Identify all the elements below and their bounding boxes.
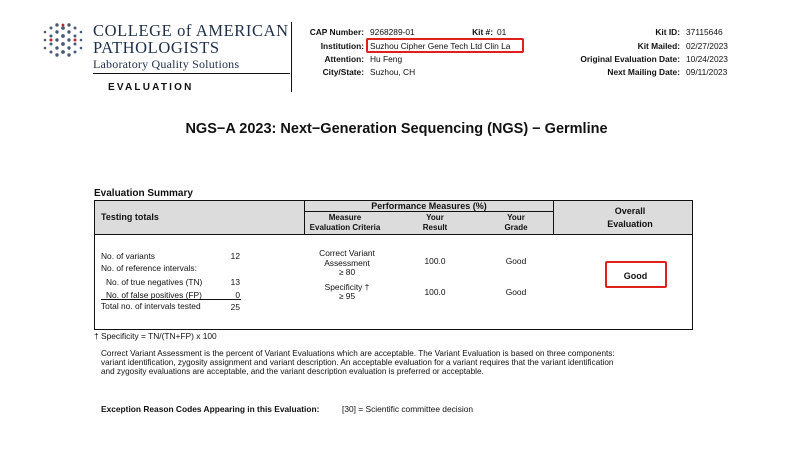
kit-value: 01 bbox=[497, 27, 507, 37]
institution-value: Suzhou Cipher Gene Tech Ltd Clin La bbox=[370, 41, 511, 51]
overall-header-1: Overall bbox=[614, 206, 646, 216]
table-header bbox=[95, 201, 692, 235]
grade-header-1: Your bbox=[507, 213, 525, 222]
measure-specificity-name: Specificity † bbox=[324, 282, 370, 292]
kit-label: Kit #: bbox=[472, 27, 493, 37]
kit-mailed-value: 02/27/2023 bbox=[686, 41, 728, 51]
logo-line-3: Laboratory Quality Solutions bbox=[93, 57, 240, 71]
row-total-label: Total no. of intervals tested bbox=[101, 301, 201, 311]
kit-id-label: Kit ID: bbox=[655, 27, 680, 37]
row-total-value: 25 bbox=[230, 302, 240, 312]
measure-header-1: Measure bbox=[328, 213, 362, 222]
header-divider bbox=[291, 22, 292, 92]
city-value: Suzhou, CH bbox=[370, 67, 416, 77]
row-true-negatives-value: 13 bbox=[230, 277, 240, 287]
measure-header-2: Evaluation Criteria bbox=[309, 223, 381, 232]
exception-label: Exception Reason Codes Appearing in this… bbox=[101, 404, 320, 414]
header-divider-1 bbox=[304, 201, 305, 234]
row-reference-intervals-label: No. of reference intervals: bbox=[101, 263, 197, 273]
next-mailing-date-value: 09/11/2023 bbox=[686, 67, 728, 77]
measure-specificity-result: 100.0 bbox=[424, 287, 446, 297]
overall-header-2: Evaluation bbox=[607, 219, 653, 229]
next-mailing-date-label: Next Mailing Date: bbox=[607, 67, 680, 77]
kit-mailed-label: Kit Mailed: bbox=[637, 41, 680, 51]
measure-cva-criteria: ≥ 80 bbox=[338, 267, 356, 277]
cva-description-line-1: Correct Variant Assessment is the percen… bbox=[101, 349, 615, 358]
header-divider-2 bbox=[553, 201, 554, 234]
measure-cva-grade: Good bbox=[505, 256, 527, 266]
specificity-footnote: † Specificity = TN/(TN+FP) x 100 bbox=[94, 331, 217, 341]
original-evaluation-date-label: Original Evaluation Date: bbox=[580, 54, 680, 64]
result-header-1: Your bbox=[426, 213, 444, 222]
logo-line-2: PATHOLOGISTS bbox=[93, 38, 220, 57]
grade-header-2: Grade bbox=[504, 223, 528, 232]
cap-number-label: CAP Number: bbox=[309, 27, 364, 37]
result-header-2: Result bbox=[422, 223, 448, 232]
cap-logo-icon bbox=[43, 23, 83, 57]
logo-line-1: COLLEGE of AMERICAN bbox=[93, 21, 289, 40]
measure-cva-name: Correct Variant Assessment bbox=[319, 248, 375, 268]
row-variants-value: 12 bbox=[230, 251, 240, 261]
row-false-positives-value: 0 bbox=[235, 290, 240, 300]
page-title: NGS−A 2023: Next−Generation Sequencing (… bbox=[185, 121, 608, 137]
attention-label: Attention: bbox=[324, 54, 364, 64]
measure-cva-result: 100.0 bbox=[424, 256, 446, 266]
measure-specificity-criteria: ≥ 95 bbox=[338, 291, 356, 301]
cva-description-line-2: variant identification, zygosity assignm… bbox=[101, 358, 614, 367]
city-label: City/State: bbox=[322, 67, 364, 77]
original-evaluation-date-value: 10/24/2023 bbox=[686, 54, 728, 64]
logo-divider bbox=[93, 73, 290, 74]
total-underline bbox=[101, 299, 241, 300]
attention-value: Hu Feng bbox=[370, 54, 403, 64]
row-false-positives-label: No. of false positives (FP) bbox=[106, 290, 202, 300]
evaluation-summary-title: Evaluation Summary bbox=[94, 188, 193, 199]
exception-code: [30] = Scientific committee decision bbox=[342, 404, 474, 414]
perf-underline bbox=[305, 211, 553, 212]
evaluation-summary-table bbox=[94, 200, 693, 330]
overall-highlight-box bbox=[605, 261, 667, 288]
cva-description-line-3: and zygosity evaluations are acceptable,… bbox=[101, 367, 484, 376]
section-label: EVALUATION bbox=[108, 82, 194, 93]
institution-label: Institution: bbox=[320, 41, 364, 51]
performance-measures-header: Performance Measures (%) bbox=[371, 201, 487, 211]
cap-number-value: 9268289-01 bbox=[370, 27, 415, 37]
testing-totals-header: Testing totals bbox=[101, 212, 159, 222]
measure-specificity-grade: Good bbox=[505, 287, 527, 297]
row-true-negatives-label: No. of true negatives (TN) bbox=[106, 277, 203, 287]
row-variants-label: No. of variants bbox=[101, 251, 155, 261]
kit-id-value: 37115646 bbox=[686, 27, 723, 37]
overall-evaluation-value: Good bbox=[623, 271, 648, 281]
institution-highlight-box bbox=[366, 38, 524, 53]
